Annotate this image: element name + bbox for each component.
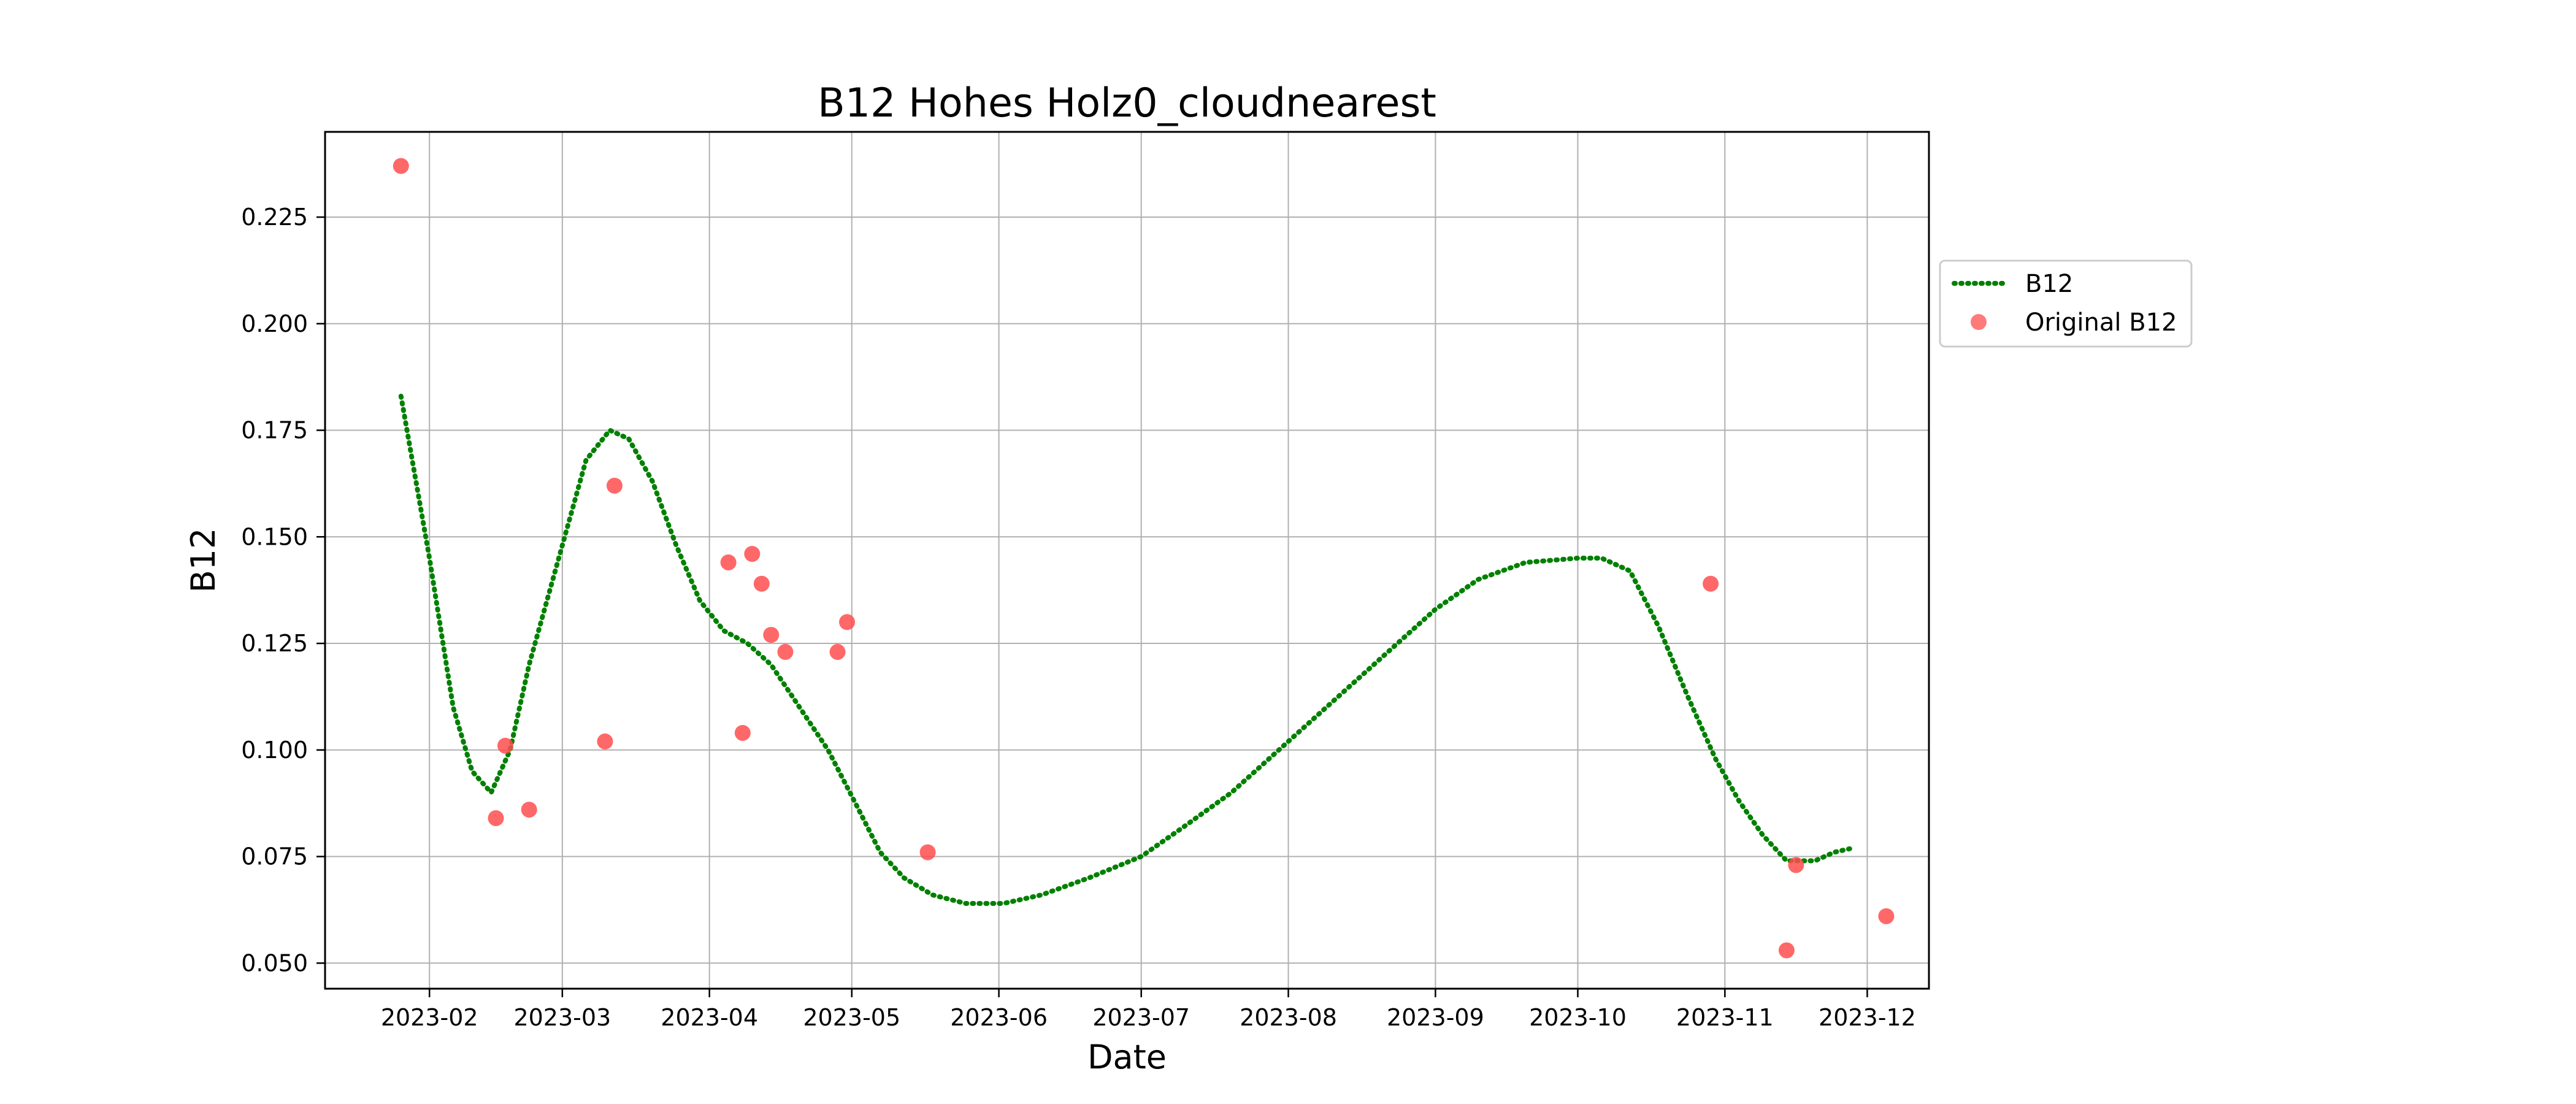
data-point-original-b12 [753, 575, 770, 592]
legend-label-original-b12: Original B12 [2025, 309, 2177, 337]
x-tick-label: 2023-06 [950, 1004, 1048, 1031]
y-axis-title: B12 [184, 528, 223, 593]
y-tick-label: 0.075 [241, 843, 308, 870]
data-point-original-b12 [1878, 908, 1895, 924]
x-tick-label: 2023-10 [1529, 1004, 1627, 1031]
y-tick-label: 0.200 [241, 310, 308, 337]
ticks: 2023-02 2023-03 2023-04 2023-05 2023-06 2023-… [241, 204, 1916, 1031]
data-point-original-b12 [777, 643, 794, 660]
data-point-original-b12 [763, 627, 780, 643]
x-tick-label: 2023-05 [803, 1004, 900, 1031]
data-point-original-b12 [734, 724, 751, 741]
x-tick-label: 2023-02 [381, 1004, 478, 1031]
series-line-b12 [398, 393, 1856, 906]
data-point-original-b12 [1778, 942, 1795, 959]
data-point-original-b12 [497, 737, 513, 754]
x-tick-label: 2023-03 [513, 1004, 611, 1031]
data-point-original-b12 [919, 844, 936, 861]
plot-frame [324, 131, 1930, 990]
data-point-original-b12 [839, 614, 856, 631]
data-point-original-b12 [606, 477, 623, 494]
legend-dot-swatch [1971, 314, 1987, 330]
x-tick-label: 2023-12 [1819, 1004, 1916, 1031]
data-point-original-b12 [1703, 575, 1719, 592]
data-point-original-b12 [393, 158, 409, 174]
x-tick-label: 2023-07 [1092, 1004, 1190, 1031]
data-point-original-b12 [488, 810, 504, 826]
data-point-original-b12 [744, 546, 761, 562]
data-point-original-b12 [1788, 857, 1804, 873]
x-tick-label: 2023-09 [1387, 1004, 1484, 1031]
data-point-original-b12 [521, 802, 537, 818]
chart-title: B12 Hohes Holz0_cloudnearest [818, 80, 1436, 126]
x-tick-label: 2023-04 [661, 1004, 758, 1031]
data-point-original-b12 [597, 733, 613, 749]
legend-label-b12: B12 [2025, 270, 2073, 298]
legend: B12 Original B12 [1939, 259, 2193, 348]
y-tick-label: 0.125 [241, 630, 308, 657]
y-tick-label: 0.150 [241, 523, 308, 550]
data-point-original-b12 [829, 643, 846, 660]
y-tick-label: 0.050 [241, 949, 308, 976]
x-tick-label: 2023-08 [1240, 1004, 1337, 1031]
data-point-original-b12 [720, 554, 737, 570]
y-tick-label: 0.225 [241, 204, 308, 231]
series-layer [393, 158, 1895, 959]
x-axis-title: Date [1087, 1038, 1167, 1076]
y-tick-label: 0.175 [241, 417, 308, 444]
x-tick-label: 2023-11 [1676, 1004, 1774, 1031]
grid [325, 132, 1929, 989]
y-tick-label: 0.100 [241, 737, 308, 764]
